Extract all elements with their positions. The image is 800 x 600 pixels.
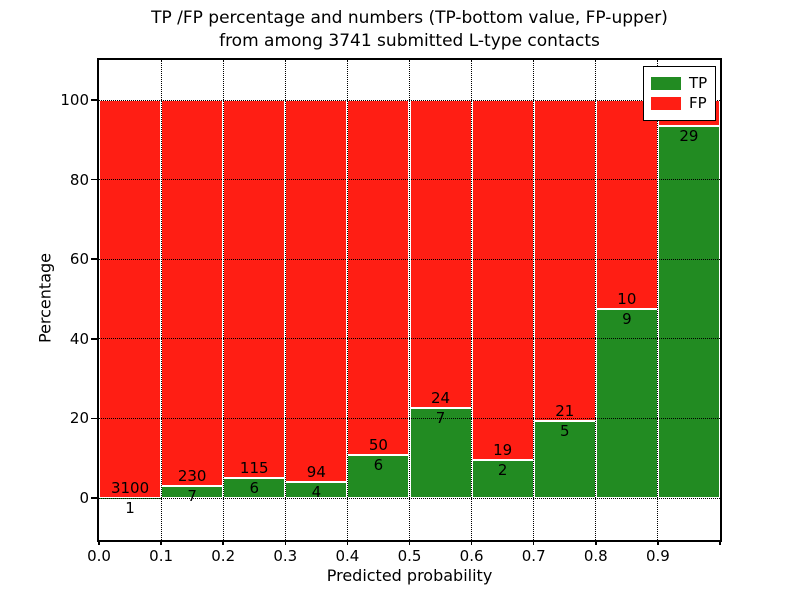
gridline-vertical <box>409 60 410 540</box>
legend-label-fp: FP <box>689 94 707 112</box>
gridline-vertical <box>160 60 162 540</box>
y-tick-label: 80 <box>69 170 89 189</box>
tp-count-label: 9 <box>622 310 632 329</box>
x-tick-label: 0.8 <box>583 547 608 565</box>
tp-count-label: 2 <box>497 461 508 480</box>
bar-segment-fp <box>347 100 410 456</box>
x-tick-mark <box>470 540 473 545</box>
legend: TP FP <box>643 66 717 121</box>
x-tick-label: 0.6 <box>459 547 484 565</box>
bar-segment-fp <box>471 100 534 461</box>
x-tick-mark <box>719 540 721 545</box>
bar-segment-tp <box>223 478 286 498</box>
x-tick-label: 0.2 <box>211 547 236 565</box>
chart-title: TP /FP percentage and numbers (TP-bottom… <box>99 7 720 53</box>
fp-count-label: 10 <box>617 290 637 309</box>
x-tick-label: 0.3 <box>273 547 298 565</box>
gridline-vertical <box>657 60 659 540</box>
bar-segment-tp <box>471 460 534 498</box>
y-tick-mark <box>91 417 97 420</box>
y-tick-mark <box>91 258 97 260</box>
bar-segment-tp <box>595 309 658 498</box>
x-tick-mark <box>595 540 597 545</box>
gridline-vertical <box>346 60 348 540</box>
x-tick-label: 0.9 <box>645 547 670 565</box>
fp-count-label: 50 <box>368 436 388 455</box>
x-tick-label: 0.1 <box>149 547 174 565</box>
gridline-vertical <box>471 60 473 540</box>
x-tick-label: 0.0 <box>87 547 111 565</box>
x-tick-label: 0.7 <box>521 547 546 565</box>
y-tick-label: 20 <box>69 409 89 428</box>
tp-count-label: 6 <box>373 456 384 475</box>
bar-segment-fp <box>595 100 658 310</box>
x-tick-mark <box>532 540 535 545</box>
plot-area: 3100123071156944506247192215109229020406… <box>60 58 722 565</box>
legend-label-tp: TP <box>689 74 708 92</box>
legend-swatch-tp <box>651 77 681 90</box>
y-tick-label: 100 <box>60 91 89 109</box>
x-tick-mark <box>408 540 411 545</box>
gridline-horizontal <box>99 99 720 101</box>
bar-segment-fp <box>533 100 596 422</box>
bar-segment-fp <box>161 100 224 487</box>
x-tick-label: 0.4 <box>335 547 360 565</box>
fp-count-label: 24 <box>431 389 451 408</box>
bar-segment-tp <box>347 455 410 498</box>
fp-count-label: 21 <box>555 402 575 421</box>
y-tick-label: 40 <box>69 329 89 348</box>
legend-swatch-fp <box>651 97 681 110</box>
x-tick-mark <box>346 540 349 545</box>
gridline-horizontal <box>99 417 720 419</box>
fp-count-label: 19 <box>493 441 513 460</box>
y-tick-mark <box>91 497 97 499</box>
y-tick-label: 0 <box>79 489 89 507</box>
gridline-vertical <box>222 60 224 540</box>
gridline-horizontal <box>99 179 720 181</box>
bar-segment-tp <box>657 125 720 498</box>
bar-segment-tp <box>285 481 348 498</box>
chart-title-line1: TP /FP percentage and numbers (TP-bottom… <box>151 8 668 28</box>
x-axis-label: Predicted probability <box>326 566 493 585</box>
tp-count-label: 4 <box>311 482 322 501</box>
tp-count-label: 6 <box>249 479 260 498</box>
gridline-vertical <box>595 60 597 540</box>
bar-segment-fp <box>409 100 472 409</box>
x-tick-mark <box>222 540 224 545</box>
bar-segment-tp <box>409 408 472 498</box>
gridline-vertical <box>284 60 286 540</box>
tp-count-label: 7 <box>187 487 197 506</box>
fp-count-label: 115 <box>239 459 269 478</box>
bar-segment-fp <box>223 100 286 479</box>
bar-segment-tp <box>161 486 224 498</box>
fp-count-label: 94 <box>306 462 326 481</box>
tp-count-label: 1 <box>125 498 135 517</box>
gridline-horizontal <box>99 338 720 340</box>
y-tick-mark <box>91 178 97 181</box>
x-tick-mark <box>657 540 659 545</box>
fp-count-label: 3100 <box>110 478 150 497</box>
x-tick-mark <box>284 540 287 545</box>
gridline-vertical <box>533 60 535 540</box>
tp-count-label: 29 <box>679 126 699 145</box>
fp-count-label: 230 <box>177 467 207 486</box>
x-tick-mark <box>160 540 162 545</box>
legend-entry: FP <box>651 95 707 112</box>
x-tick-mark <box>98 540 100 545</box>
gridline-horizontal <box>99 497 720 499</box>
bar-segment-tp <box>533 421 596 498</box>
tp-count-label: 5 <box>559 422 570 441</box>
y-tick-label: 60 <box>69 250 89 269</box>
x-tick-label: 0.5 <box>397 547 422 565</box>
tp-count-label: 7 <box>435 409 446 428</box>
chart-title-line2: from among 3741 submitted L-type contact… <box>219 31 600 51</box>
y-tick-mark <box>91 338 97 340</box>
legend-entry: TP <box>651 75 707 92</box>
bar-segment-fp <box>99 100 162 498</box>
gridline-horizontal <box>99 258 720 260</box>
y-tick-mark <box>91 99 97 101</box>
bar-segment-fp <box>285 100 348 482</box>
